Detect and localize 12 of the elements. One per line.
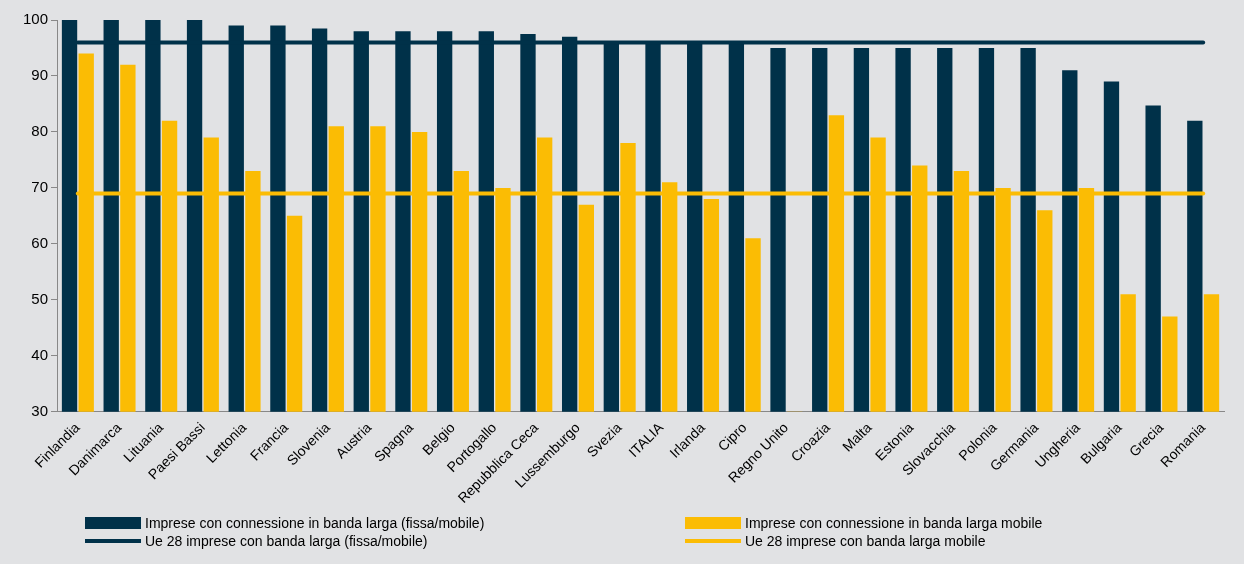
y-tick-label: 30 xyxy=(31,401,49,419)
y-tick-label: 90 xyxy=(31,66,49,84)
y-tick-label: 70 xyxy=(31,178,49,196)
y-tick-label: 40 xyxy=(31,345,49,363)
legend-label: Ue 28 imprese con banda larga mobile xyxy=(745,533,986,549)
legend-label: Ue 28 imprese con banda larga (fissa/mobile) xyxy=(145,533,428,549)
legend-label: Imprese con connessione in banda larga (fissa/mobile) xyxy=(145,515,485,531)
legend-label: Imprese con connessione in banda larga mobile xyxy=(745,515,1043,531)
y-tick-label: 60 xyxy=(31,233,49,251)
y-tick-label: 100 xyxy=(23,10,49,28)
y-tick-label: 80 xyxy=(31,122,49,140)
y-tick-label: 50 xyxy=(31,289,49,307)
